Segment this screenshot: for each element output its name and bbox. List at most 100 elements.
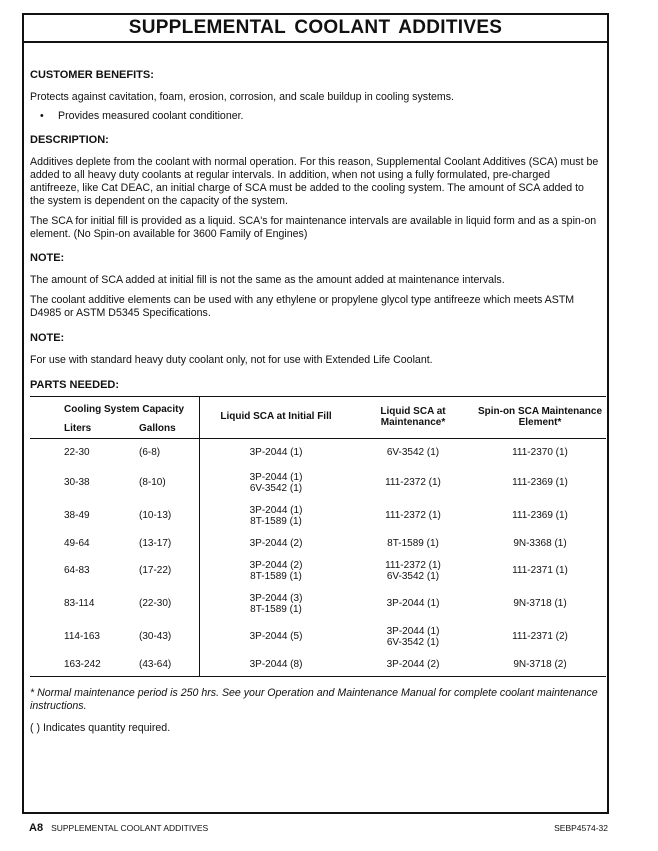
part-number: 111-2372 (1) (385, 477, 441, 489)
part-number: 3P-2044 (2) (249, 560, 303, 571)
part-number: 3P-2044 (3) (249, 593, 303, 604)
cell-maintenance: 111-2372 (1) (352, 467, 474, 500)
table-row: 83-114 (22-30) 3P-2044 (3) 8T-1589 (1) 3P-20… (30, 588, 606, 621)
note-paragraph-3: For use with standard heavy duty coolant… (30, 354, 433, 366)
description-paragraph-2: The SCA for initial fill is provided as … (30, 215, 597, 240)
part-number: 6V-3542 (1) (386, 636, 440, 648)
header-spin-on: Spin-on SCA Maintenance Element* (474, 396, 606, 439)
part-number: 8T-1589 (1) (250, 570, 302, 582)
page-title: SUPPLEMENTAL COOLANT ADDITIVES (24, 15, 607, 43)
cell-initial-fill: 3P-2044 (1) 8T-1589 (1) (199, 500, 352, 533)
cell-spin-on: 111-2371 (1) (512, 565, 568, 577)
benefits-text: Protects against cavitation, foam, erosi… (30, 91, 454, 103)
part-number: 8T-1589 (1) (250, 603, 302, 615)
note-heading-1: NOTE: (30, 252, 65, 264)
cell-liters: 22-30 (64, 446, 90, 458)
cell-liters: 163-242 (30, 654, 115, 677)
part-number: 3P-2044 (1) (249, 505, 303, 516)
cell-liters: 83-114 (64, 598, 95, 610)
footnote-text: * Normal maintenance period is 250 hrs. … (30, 687, 598, 712)
cell-spin-on: 111-2369 (1) (512, 477, 568, 489)
part-number: 6V-3542 (1) (386, 446, 440, 458)
cell-gallons: (6-8) (139, 446, 161, 458)
part-number: 3P-2044 (1) (386, 626, 440, 637)
cell-spin-on: 111-2371 (2) (512, 631, 568, 643)
page-frame: SUPPLEMENTAL COOLANT ADDITIVES CUSTOMER … (22, 13, 609, 814)
bullet-icon: • (40, 110, 44, 122)
cell-initial-fill: 3P-2044 (1) (199, 438, 352, 467)
header-liters: Liters (30, 420, 115, 439)
part-number: 3P-2044 (8) (249, 658, 303, 670)
cell-gallons: (8-10) (139, 477, 166, 489)
header-gallons: Gallons (115, 420, 200, 439)
cell-maintenance: 111-2372 (1) 6V-3542 (1) (352, 555, 474, 588)
cell-maintenance: 6V-3542 (1) (352, 439, 474, 468)
parts-heading: PARTS NEEDED: (30, 379, 120, 391)
cell-gallons: (13-17) (139, 537, 172, 549)
capacity-group-header: Cooling System Capacity (64, 403, 185, 415)
benefits-bullet: • Provides measured coolant conditioner. (30, 110, 601, 123)
part-number: 8T-1589 (1) (250, 515, 302, 527)
maintenance-footnote: * Normal maintenance period is 250 hrs. … (30, 687, 601, 713)
note-paragraph-1: The amount of SCA added at initial fill … (30, 274, 505, 286)
cell-spin-on: 111-2369 (1) (512, 510, 568, 522)
bullet-text: Provides measured coolant conditioner. (58, 110, 244, 122)
header-initial-fill: Liquid SCA at Initial Fill (199, 396, 352, 439)
description-heading: DESCRIPTION: (30, 134, 109, 146)
cell-gallons: (17-22) (139, 565, 172, 577)
cell-initial-fill: 3P-2044 (1) 6V-3542 (1) (199, 467, 352, 500)
table-row: 64-83 (17-22) 3P-2044 (2) 8T-1589 (1) 111-23… (30, 555, 606, 588)
footer-section: SUPPLEMENTAL COOLANT ADDITIVES (51, 823, 209, 833)
cell-spin-on: 9N-3718 (2) (474, 654, 606, 677)
part-number: 8T-1589 (1) (387, 537, 439, 549)
cell-gallons: (10-13) (139, 510, 172, 522)
cell-maintenance: 3P-2044 (2) (352, 654, 474, 677)
description-paragraph-1: Additives deplete from the coolant with … (30, 156, 599, 207)
footer-left: A8 SUPPLEMENTAL COOLANT ADDITIVES (29, 822, 208, 835)
table-row: 163-242 (43-64) 3P-2044 (8) 3P-2044 (2) 9N-3… (30, 654, 606, 677)
part-number: 6V-3542 (1) (386, 570, 440, 582)
part-number: 3P-2044 (2) (386, 658, 440, 670)
cell-gallons: (30-43) (139, 631, 172, 643)
cell-liters: 64-83 (64, 565, 90, 577)
parts-table: Cooling System Capacity Liquid SCA at In… (30, 396, 606, 677)
part-number: 111-2372 (1) (385, 560, 441, 571)
cell-liters: 30-38 (64, 477, 90, 489)
cell-liters: 38-49 (64, 510, 90, 522)
part-number: 3P-2044 (1) (249, 446, 303, 458)
cell-initial-fill: 3P-2044 (8) (199, 654, 352, 677)
part-number: 3P-2044 (1) (386, 598, 440, 610)
table-row: 49-64 (13-17) 3P-2044 (2) 8T-1589 (1) 9N-336… (30, 533, 606, 555)
cell-liters: 114-163 (64, 631, 100, 643)
part-number: 111-2372 (1) (385, 510, 441, 522)
cell-gallons: (22-30) (139, 598, 172, 610)
page-number: A8 (29, 822, 44, 834)
note-heading-2: NOTE: (30, 332, 65, 344)
cell-maintenance: 111-2372 (1) (352, 500, 474, 533)
note-paragraph-2: The coolant additive elements can be use… (30, 294, 575, 319)
cell-liters: 49-64 (64, 537, 90, 549)
cell-maintenance: 8T-1589 (1) (352, 533, 474, 555)
cell-initial-fill: 3P-2044 (5) (199, 621, 352, 654)
cell-maintenance: 3P-2044 (1) 6V-3542 (1) (352, 621, 474, 654)
cell-initial-fill: 3P-2044 (3) 8T-1589 (1) (199, 588, 352, 621)
table-row: 22-30 (6-8) 3P-2044 (1) 6V-3542 (1) 111-2370… (30, 438, 606, 468)
cell-spin-on: 111-2370 (1) (512, 446, 568, 458)
cell-initial-fill: 3P-2044 (2) (199, 533, 352, 555)
document-code: SEBP4574-32 (554, 823, 608, 833)
table-row: 38-49 (10-13) 3P-2044 (1) 8T-1589 (1) 111-23… (30, 500, 606, 533)
table-row: 114-163 (30-43) 3P-2044 (5) 3P-2044 (1) 6V-3… (30, 621, 606, 654)
cell-spin-on: 9N-3718 (1) (513, 598, 567, 610)
cell-initial-fill: 3P-2044 (2) 8T-1589 (1) (199, 555, 352, 588)
header-maintenance: Liquid SCA at Maintenance* (352, 396, 474, 439)
cell-spin-on: 9N-3368 (1) (513, 537, 567, 549)
cell-gallons: (43-64) (115, 654, 200, 677)
cell-maintenance: 3P-2044 (1) (352, 588, 474, 621)
part-number: 3P-2044 (1) (249, 472, 303, 483)
benefits-heading: CUSTOMER BENEFITS: (30, 69, 154, 81)
table-row: 30-38 (8-10) 3P-2044 (1) 6V-3542 (1) 111-237… (30, 467, 606, 500)
quantity-note: ( ) Indicates quantity required. (30, 722, 171, 734)
part-number: 6V-3542 (1) (249, 482, 303, 494)
part-number: 3P-2044 (2) (249, 537, 303, 549)
part-number: 3P-2044 (5) (249, 631, 303, 643)
